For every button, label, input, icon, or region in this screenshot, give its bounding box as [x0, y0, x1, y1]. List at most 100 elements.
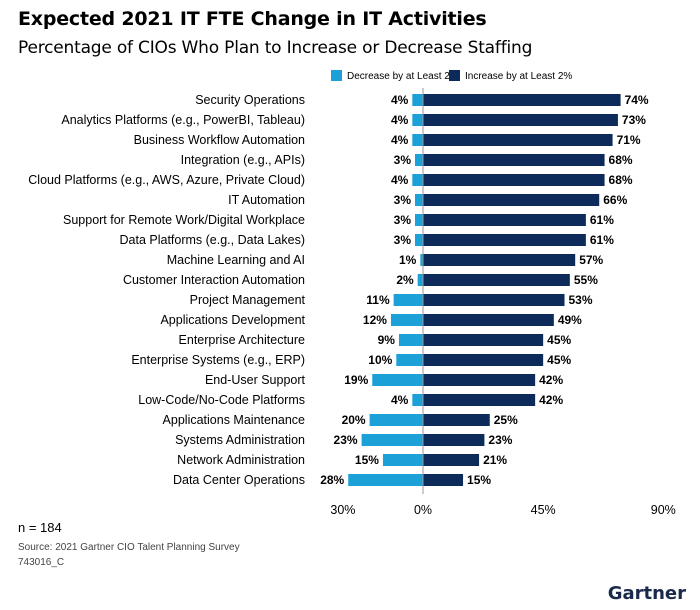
category-label: Low-Code/No-Code Platforms: [138, 393, 305, 407]
value-label-increase: 71%: [617, 133, 641, 147]
x-tick-label: 45%: [531, 503, 556, 517]
value-label-increase: 66%: [603, 193, 627, 207]
category-label: Integration (e.g., APIs): [181, 153, 305, 167]
bar-decrease: [412, 94, 423, 106]
bar-decrease: [420, 254, 423, 266]
bar-decrease: [390, 314, 423, 326]
value-label-increase: 53%: [569, 293, 593, 307]
bar-decrease: [398, 334, 423, 346]
category-label: Applications Development: [160, 313, 305, 327]
value-label-increase: 74%: [625, 93, 649, 107]
category-label: Customer Interaction Automation: [123, 273, 305, 287]
bar-decrease: [417, 274, 423, 286]
bar-increase: [423, 114, 618, 126]
bar-increase: [423, 214, 586, 226]
bar-increase: [423, 194, 600, 206]
bar-increase: [423, 314, 554, 326]
bar-chart: Decrease by at Least 2% Increase by at Le…: [28, 70, 676, 517]
bar-increase: [423, 174, 605, 186]
chart-title: Expected 2021 IT FTE Change in IT Activi…: [18, 8, 487, 30]
value-label-increase: 23%: [488, 433, 512, 447]
value-label-increase: 15%: [467, 473, 491, 487]
value-label-decrease: 28%: [320, 473, 344, 487]
category-label: Project Management: [190, 293, 306, 307]
figure-code: 743016_C: [18, 557, 65, 568]
value-label-decrease: 23%: [334, 433, 358, 447]
category-label: End-User Support: [205, 373, 306, 387]
category-label: Enterprise Architecture: [179, 333, 305, 347]
bar-decrease: [348, 474, 423, 486]
legend-swatch-decrease: [331, 70, 342, 81]
value-label-increase: 61%: [590, 233, 614, 247]
bar-decrease: [414, 154, 423, 166]
category-label: Network Administration: [177, 453, 305, 467]
value-label-increase: 68%: [609, 153, 633, 167]
value-label-decrease: 12%: [363, 313, 387, 327]
legend-swatch-increase: [449, 70, 460, 81]
bar-decrease: [396, 354, 423, 366]
value-label-increase: 49%: [558, 313, 582, 327]
value-label-decrease: 10%: [368, 353, 392, 367]
bar-decrease: [412, 114, 423, 126]
bar-increase: [423, 394, 536, 406]
category-label: Data Platforms (e.g., Data Lakes): [120, 233, 306, 247]
value-label-increase: 61%: [590, 213, 614, 227]
bar-increase: [423, 474, 464, 486]
category-label: Security Operations: [195, 93, 305, 107]
value-label-decrease: 19%: [344, 373, 368, 387]
bar-increase: [423, 234, 586, 246]
value-label-increase: 57%: [579, 253, 603, 267]
bar-increase: [423, 134, 613, 146]
legend-label-increase: Increase by at Least 2%: [465, 71, 572, 82]
value-label-decrease: 11%: [366, 293, 390, 307]
bar-decrease: [412, 394, 423, 406]
bar-decrease: [414, 214, 423, 226]
value-label-decrease: 4%: [391, 133, 409, 147]
bar-decrease: [361, 434, 423, 446]
bar-decrease: [393, 294, 423, 306]
bar-increase: [423, 414, 490, 426]
bar-decrease: [382, 454, 423, 466]
value-label-decrease: 4%: [391, 393, 409, 407]
category-label: Systems Administration: [175, 433, 305, 447]
value-label-decrease: 4%: [391, 93, 409, 107]
chart-subtitle: Percentage of CIOs Who Plan to Increase …: [18, 38, 533, 58]
x-tick-label: 90%: [651, 503, 676, 517]
x-tick-label: 0%: [414, 503, 432, 517]
value-label-decrease: 3%: [394, 193, 412, 207]
value-label-decrease: 20%: [342, 413, 366, 427]
bar-increase: [423, 454, 480, 466]
value-label-decrease: 2%: [396, 273, 414, 287]
bar-increase: [423, 274, 570, 286]
value-label-increase: 73%: [622, 113, 646, 127]
value-label-decrease: 15%: [355, 453, 379, 467]
bar-increase: [423, 294, 565, 306]
category-label: Enterprise Systems (e.g., ERP): [131, 353, 305, 367]
value-label-decrease: 3%: [394, 233, 412, 247]
value-label-increase: 21%: [483, 453, 507, 467]
value-label-decrease: 4%: [391, 113, 409, 127]
category-label: IT Automation: [228, 193, 305, 207]
value-label-increase: 45%: [547, 353, 571, 367]
category-label: Cloud Platforms (e.g., AWS, Azure, Priva…: [28, 173, 305, 187]
value-label-decrease: 1%: [399, 253, 417, 267]
value-label-increase: 42%: [539, 393, 563, 407]
bar-increase: [423, 254, 576, 266]
bar-increase: [423, 94, 621, 106]
value-label-increase: 45%: [547, 333, 571, 347]
bar-increase: [423, 154, 605, 166]
x-tick-label: 30%: [330, 503, 355, 517]
bar-increase: [423, 434, 485, 446]
source-note: Source: 2021 Gartner CIO Talent Planning…: [18, 542, 240, 553]
value-label-increase: 42%: [539, 373, 563, 387]
category-label: Applications Maintenance: [163, 413, 305, 427]
value-label-increase: 25%: [494, 413, 518, 427]
value-label-decrease: 9%: [378, 333, 396, 347]
sample-size: n = 184: [18, 520, 62, 535]
gartner-logo: Gartner: [607, 583, 686, 604]
bar-increase: [423, 334, 544, 346]
bar-decrease: [372, 374, 423, 386]
value-label-increase: 55%: [574, 273, 598, 287]
category-label: Data Center Operations: [173, 473, 305, 487]
category-label: Machine Learning and AI: [167, 253, 305, 267]
